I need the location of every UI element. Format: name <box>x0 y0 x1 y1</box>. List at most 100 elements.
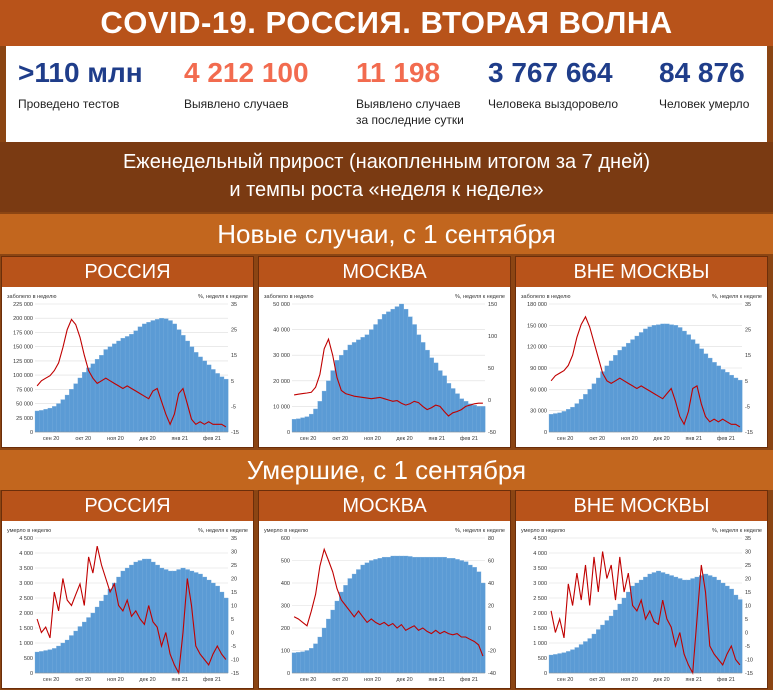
y-tick-label: 1 000 <box>533 641 547 647</box>
bar <box>604 365 610 433</box>
bar <box>43 409 49 433</box>
x-tick-label: дек 20 <box>396 677 412 683</box>
bar <box>116 576 122 674</box>
bar <box>39 410 45 433</box>
y-tick-label: 4 000 <box>19 551 33 557</box>
y2-tick-label: 15 <box>745 590 751 596</box>
bar <box>647 326 653 433</box>
y-tick-label: 4 500 <box>533 536 547 542</box>
bar <box>103 594 109 674</box>
y2-tick-label: 5 <box>231 379 234 385</box>
bar <box>690 578 696 674</box>
bar <box>60 642 66 674</box>
bar <box>43 650 49 674</box>
bar <box>600 624 606 674</box>
y2-axis-title: %, неделя к неделе <box>198 294 248 300</box>
x-tick-label: окт 20 <box>589 436 605 442</box>
y-tick-label: 600 <box>281 536 290 542</box>
bar <box>591 383 597 433</box>
y-axis-title: заболело в неделю <box>521 294 570 300</box>
bar <box>416 334 422 433</box>
y2-tick-label: -10 <box>745 658 753 664</box>
chart-cases-russia: заболело в неделю %, неделя к неделе 0 25 0… <box>7 294 248 442</box>
y-tick-label: 1 500 <box>533 626 547 632</box>
x-tick-label: фев 21 <box>460 677 478 683</box>
bar <box>364 334 370 433</box>
bar <box>446 558 452 674</box>
bar <box>690 339 696 433</box>
y2-tick-label: 35 <box>745 302 751 308</box>
bar <box>82 621 87 674</box>
bar <box>69 635 75 674</box>
x-tick-label: янв 21 <box>171 436 188 442</box>
y2-tick-label: 150 <box>488 302 497 308</box>
y2-tick-label: 20 <box>231 577 237 583</box>
bar <box>420 556 426 674</box>
growth-rate-line <box>36 318 227 428</box>
bar <box>424 349 430 433</box>
bar <box>587 638 593 674</box>
bar <box>197 356 203 433</box>
subtitle-band: Еженедельный прирост (накопленным итогом… <box>0 142 773 212</box>
bar <box>90 612 96 674</box>
bar <box>369 560 374 674</box>
bar <box>630 585 636 674</box>
bar <box>638 579 644 674</box>
y2-tick-label: -15 <box>745 430 753 436</box>
y-tick-label: 1 000 <box>19 641 33 647</box>
bar <box>351 342 357 433</box>
bar <box>553 413 559 433</box>
bar <box>34 651 40 674</box>
bar <box>583 641 589 674</box>
y2-tick-label: 10 <box>231 604 237 610</box>
bar <box>441 375 447 433</box>
panel-title: ВНЕ МОСКВЫ <box>516 257 767 287</box>
bar <box>304 650 310 674</box>
bar <box>330 609 336 674</box>
bar <box>673 325 679 433</box>
bar <box>570 406 576 433</box>
y2-tick-label: 15 <box>231 353 237 359</box>
bar <box>626 591 631 674</box>
y2-axis-title: %, неделя к неделе <box>198 528 248 534</box>
y2-axis-title: %, неделя к неделе <box>455 294 505 300</box>
bar <box>339 355 344 433</box>
x-tick-label: фев 21 <box>460 436 478 442</box>
y-tick-label: 500 <box>281 559 290 565</box>
bar <box>471 567 477 674</box>
y-tick-label: 0 <box>287 671 290 677</box>
bar <box>300 651 306 674</box>
y-tick-label: 4 500 <box>19 536 33 542</box>
x-tick-label: сен 20 <box>557 436 574 442</box>
bar <box>411 556 417 674</box>
bar <box>574 403 580 433</box>
y2-tick-label: 0 <box>488 626 491 632</box>
x-tick-label: ноя 20 <box>107 436 124 442</box>
bar <box>99 355 105 433</box>
deaths-section-title: Умершие, с 1 сентября <box>0 450 773 490</box>
y2-tick-label: 0 <box>488 398 491 404</box>
y-tick-label: 120 000 <box>527 345 547 351</box>
y2-tick-label: 25 <box>745 563 751 569</box>
bar <box>429 556 434 674</box>
bar <box>574 647 580 674</box>
bar <box>356 569 362 674</box>
main-title: COVID-19. РОССИЯ. ВТОРАЯ ВОЛНА <box>0 0 773 46</box>
bar <box>373 559 379 674</box>
x-tick-label: дек 20 <box>139 677 155 683</box>
y2-tick-label: 40 <box>488 581 494 587</box>
growth-rate-line <box>294 337 483 417</box>
bar <box>364 562 370 674</box>
bar <box>583 394 589 433</box>
bar <box>296 652 302 674</box>
bar <box>142 323 147 433</box>
y-tick-label: 20 000 <box>273 379 290 385</box>
bar <box>154 564 160 674</box>
bar <box>39 651 45 674</box>
y2-tick-label: 35 <box>231 536 237 542</box>
bar <box>112 582 117 674</box>
panel-title: РОССИЯ <box>2 257 253 287</box>
bar <box>476 571 482 674</box>
bar <box>433 362 439 433</box>
y-tick-label: 180 000 <box>527 302 547 308</box>
